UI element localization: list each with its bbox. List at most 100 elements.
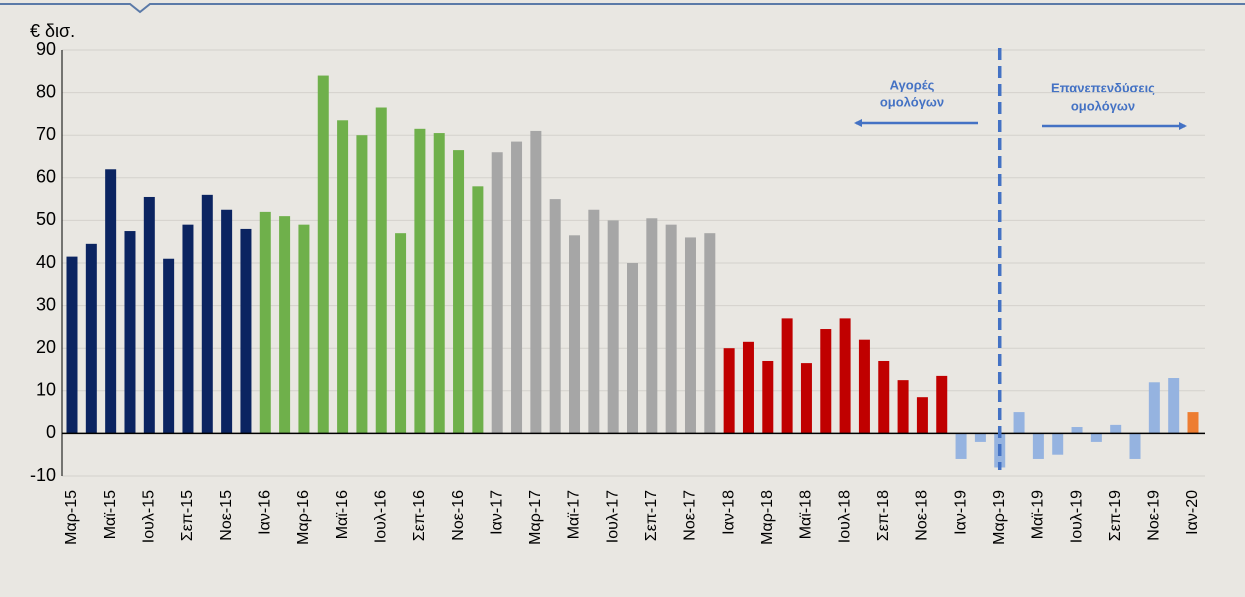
bar: [974, 433, 986, 442]
x-tick-label: Νοε-18: [914, 490, 931, 541]
x-tick-label: Μαϊ-15: [102, 490, 119, 539]
y-tick-label: 30: [36, 294, 56, 314]
y-tick-label: 0: [46, 422, 56, 442]
bar: [820, 329, 832, 434]
bar: [414, 128, 426, 434]
y-tick-label: 80: [36, 81, 56, 101]
bar: [1090, 433, 1102, 442]
x-tick-label: Σεπ-19: [1107, 490, 1124, 541]
bar: [511, 141, 523, 434]
bar: [839, 318, 851, 434]
bar: [897, 380, 909, 434]
annotation-buy: Αγορές ομολόγων: [854, 77, 978, 127]
bar: [124, 231, 136, 434]
x-tick-label: Μαρ-16: [295, 490, 312, 545]
x-tick-label: Μαρ-19: [991, 490, 1008, 545]
bar: [182, 224, 194, 434]
x-tick-label: Σεπ-18: [875, 490, 892, 541]
bar: [588, 209, 600, 434]
bar: [858, 339, 870, 434]
bar: [781, 318, 793, 434]
bar: [472, 186, 484, 434]
annotation-line: Επανεπενδύσεις: [1051, 80, 1155, 95]
y-tick-label: 20: [36, 337, 56, 357]
x-tick-label: Σεπ-16: [411, 490, 428, 541]
x-tick-label: Ιαν-18: [720, 490, 737, 535]
bar: [85, 243, 97, 434]
bar: [375, 107, 387, 434]
x-tick-label: Σεπ-15: [179, 490, 196, 541]
bar: [317, 75, 329, 434]
header-line: [0, 3, 1245, 14]
annotation-reinvest: Επανεπενδύσεις ομολόγων: [1042, 80, 1187, 130]
bar: [742, 341, 754, 434]
bar: [723, 348, 735, 434]
bar: [1032, 433, 1044, 459]
x-tick-label: Μαϊ-19: [1030, 490, 1047, 539]
x-tick-label: Ιουλ-19: [1068, 490, 1085, 543]
bar: [491, 152, 503, 434]
bar: [298, 224, 310, 434]
bar: [433, 133, 445, 434]
bar: [1071, 427, 1083, 434]
x-tick-label: Μαϊ-17: [566, 490, 583, 539]
x-tick-label: Ιαν-20: [1184, 490, 1201, 535]
bar: [240, 228, 252, 434]
x-tick-label: Νοε-17: [682, 490, 699, 541]
bar: [627, 263, 638, 434]
bar: [1168, 378, 1180, 434]
bar: [1148, 382, 1160, 434]
y-tick-label: -10: [30, 465, 56, 485]
x-tick-label: Μαϊ-16: [334, 490, 351, 539]
bar: [762, 360, 774, 434]
y-tick-label: 10: [36, 380, 56, 400]
y-tick-label: 90: [36, 39, 56, 59]
bar: [66, 256, 78, 434]
bar: [916, 397, 928, 434]
bar: [279, 216, 291, 434]
bar: [1052, 433, 1064, 455]
bar: [259, 211, 271, 434]
bar: [704, 233, 716, 434]
x-tick-label: Ιουλ-16: [372, 490, 389, 543]
bar: [607, 220, 619, 434]
bar: [337, 120, 349, 434]
x-tick-label: Ιαν-19: [952, 490, 969, 535]
y-tick-label: 40: [36, 252, 56, 272]
x-tick-label: Μαρ-18: [759, 490, 776, 545]
bar: [646, 218, 658, 434]
y-tick-label: 60: [36, 167, 56, 187]
x-tick-label: Νοε-16: [450, 490, 467, 541]
bar: [201, 194, 213, 434]
x-tick-label: Νοε-15: [218, 490, 235, 541]
x-tick-label: Ιουλ-18: [836, 490, 853, 543]
x-tick-label: Ιουλ-17: [604, 490, 621, 543]
annotation-line: Αγορές: [890, 77, 935, 92]
x-tick-label: Μαρ-17: [527, 490, 544, 545]
bar: [684, 237, 696, 434]
x-tick-label: Ιουλ-15: [141, 490, 158, 543]
bar: [569, 235, 581, 434]
bar: [530, 130, 542, 434]
bar: [800, 363, 812, 434]
x-tick-label: Ιαν-16: [256, 490, 273, 535]
bar: [221, 209, 233, 434]
bar: [163, 258, 175, 434]
y-axis-label: € δισ.: [30, 21, 75, 41]
bar: [1187, 412, 1199, 434]
x-tick-label: Ιαν-17: [488, 490, 505, 535]
bar: [936, 375, 948, 434]
bar: [143, 196, 155, 434]
bar: [549, 199, 561, 434]
bar: [878, 360, 890, 434]
y-tick-label: 70: [36, 124, 56, 144]
bar: [1013, 412, 1025, 434]
annotation-line: ομολόγων: [880, 94, 944, 109]
x-tick-label: Νοε-19: [1146, 490, 1163, 541]
bar: [105, 169, 117, 434]
x-tick-label: Σεπ-17: [643, 490, 660, 541]
bar: [395, 233, 407, 434]
bar: [356, 135, 368, 434]
bar: [955, 433, 967, 459]
